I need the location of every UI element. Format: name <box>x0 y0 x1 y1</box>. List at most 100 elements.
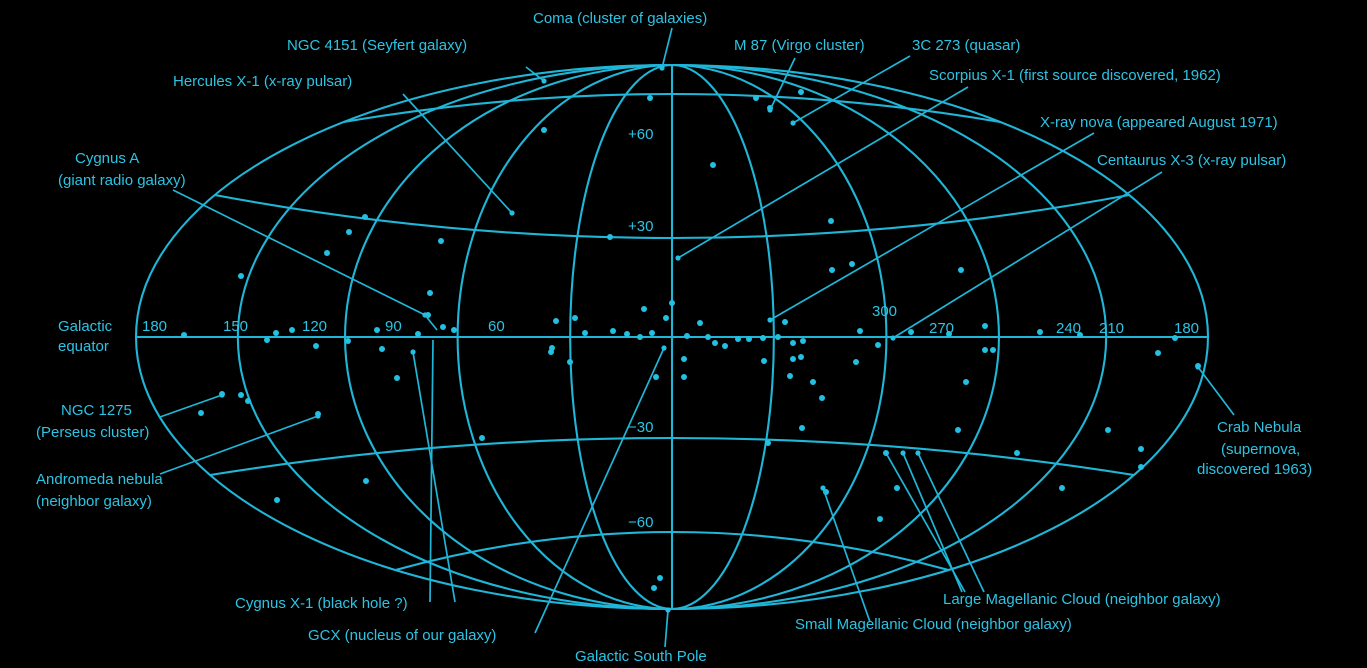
source-dot-68 <box>1077 332 1083 338</box>
source-dot-43 <box>705 334 711 340</box>
source-dot-64 <box>982 323 988 329</box>
lon-label-240: 240 <box>1056 320 1081 337</box>
source-dot-66 <box>990 347 996 353</box>
source-dot-46 <box>735 336 741 342</box>
pointer-tip-3c273 <box>790 120 796 126</box>
pointer-line-ngc4151 <box>525 66 545 82</box>
pointer-tip-crab <box>1195 364 1201 370</box>
pointer-line-cygnusx1-2 <box>429 339 434 603</box>
pointer-line-cygnusa <box>172 189 426 316</box>
equator-label-line2: equator <box>58 338 109 355</box>
pointer-line-crab <box>1197 366 1235 416</box>
pointer-line-scorpius <box>677 86 969 259</box>
lat-label-plus30: +30 <box>628 218 653 235</box>
grid-parallel-minus30 <box>209 436 1135 477</box>
pointer-line-lmc-2 <box>902 452 963 593</box>
pointer-tip-centaurus <box>890 335 896 341</box>
pointer-tip-coma <box>659 65 665 71</box>
source-dot-87 <box>548 349 554 355</box>
source-dot-55 <box>798 354 804 360</box>
grid-parallel-minus60 <box>395 530 949 572</box>
source-dot-48 <box>760 335 766 341</box>
source-dot-79 <box>894 485 900 491</box>
source-dot-31 <box>572 315 578 321</box>
source-dot-71 <box>963 379 969 385</box>
lon-label-60: 60 <box>488 318 505 335</box>
source-dot-39 <box>637 334 643 340</box>
source-dot-42 <box>697 320 703 326</box>
lat-label-minus60: −60 <box>628 514 653 531</box>
source-dot-38 <box>624 331 630 337</box>
source-dot-25 <box>313 343 319 349</box>
source-dot-94 <box>363 478 369 484</box>
pointer-line-gcx <box>534 347 665 634</box>
label-andromeda-line2: (neighbor galaxy) <box>36 493 152 510</box>
source-dot-88 <box>567 359 573 365</box>
source-dot-22 <box>374 327 380 333</box>
source-dot-98 <box>651 585 657 591</box>
label-xraynova: X-ray nova (appeared August 1971) <box>1040 114 1278 131</box>
lat-label-plus60: +60 <box>628 126 653 143</box>
pointer-line-andromeda <box>159 415 319 475</box>
source-dot-82 <box>765 440 771 446</box>
source-dot-40 <box>649 330 655 336</box>
source-dot-56 <box>787 373 793 379</box>
source-dot-34 <box>641 306 647 312</box>
source-dot-100 <box>1172 335 1178 341</box>
source-dot-45 <box>722 343 728 349</box>
source-dot-37 <box>610 328 616 334</box>
source-dot-62 <box>908 329 914 335</box>
source-dot-12 <box>607 234 613 240</box>
label-gcx: GCX (nucleus of our galaxy) <box>308 627 496 644</box>
source-dot-15 <box>829 267 835 273</box>
lon-label-180-right: 180 <box>1174 320 1199 337</box>
source-dot-53 <box>800 338 806 344</box>
source-dot-80 <box>877 516 883 522</box>
source-dot-11 <box>238 273 244 279</box>
pointer-line-hercules <box>402 93 513 214</box>
source-dot-77 <box>1138 464 1144 470</box>
source-dot-51 <box>761 358 767 364</box>
source-dot-16 <box>958 267 964 273</box>
pointer-line-smc <box>822 487 871 623</box>
source-dot-73 <box>1014 450 1020 456</box>
source-dot-49 <box>775 334 781 340</box>
label-lmc: Large Magellanic Cloud (neighbor galaxy) <box>943 591 1221 608</box>
source-dot-41 <box>684 333 690 339</box>
label-ngc1275-line2: (Perseus cluster) <box>36 424 149 441</box>
lon-label-90: 90 <box>385 318 402 335</box>
source-dot-8 <box>346 229 352 235</box>
label-ngc4151: NGC 4151 (Seyfert galaxy) <box>287 37 467 54</box>
lon-label-300: 300 <box>872 303 897 320</box>
pointer-tip-scorpius <box>675 255 681 261</box>
source-dot-24 <box>345 338 351 344</box>
pointer-line-ngc1275 <box>159 394 223 418</box>
pointer-tip-smc <box>820 485 826 491</box>
lon-label-120: 120 <box>302 318 327 335</box>
source-dot-61 <box>875 342 881 348</box>
source-dot-75 <box>1105 427 1111 433</box>
source-dot-10 <box>324 250 330 256</box>
lat-label-minus30: −30 <box>628 419 653 436</box>
source-dot-23 <box>379 346 385 352</box>
source-dot-9 <box>438 238 444 244</box>
lon-label-270: 270 <box>929 320 954 337</box>
source-dot-44 <box>712 340 718 346</box>
equator-label-line1: Galactic <box>58 318 113 335</box>
source-dot-91 <box>245 398 251 404</box>
source-dot-32 <box>553 318 559 324</box>
label-crab-line1: Crab Nebula <box>1217 419 1302 436</box>
source-dot-97 <box>657 575 663 581</box>
source-dot-59 <box>799 425 805 431</box>
source-dot-58 <box>819 395 825 401</box>
source-dot-76 <box>1138 446 1144 452</box>
source-dot-3 <box>710 162 716 168</box>
source-dot-26 <box>394 375 400 381</box>
source-dot-35 <box>669 300 675 306</box>
pointer-tip-andromeda <box>315 413 321 419</box>
pointer-tip-ngc4151 <box>541 78 547 84</box>
source-dot-72 <box>955 427 961 433</box>
pointer-tip-lmc <box>883 450 889 456</box>
label-smc: Small Magellanic Cloud (neighbor galaxy) <box>795 616 1072 633</box>
